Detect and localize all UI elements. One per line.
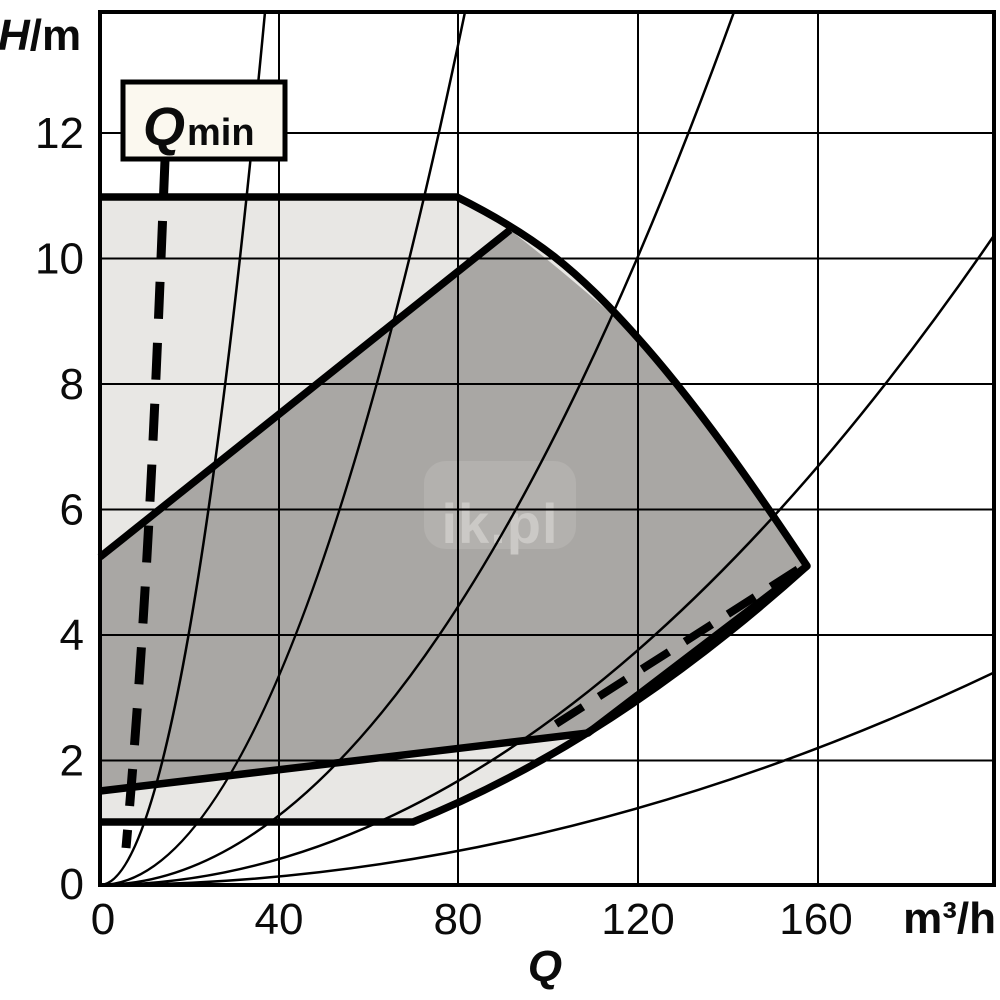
x-axis-unit: m³/h bbox=[903, 894, 996, 943]
limit-lines bbox=[121, 159, 803, 849]
qmin-box bbox=[120, 79, 288, 162]
y-tick-12: 12 bbox=[35, 109, 84, 158]
x-tick-40: 40 bbox=[255, 895, 304, 944]
y-tick-8: 8 bbox=[60, 360, 84, 409]
x-axis-title: Q bbox=[528, 942, 562, 991]
duty-region-outlines bbox=[97, 193, 811, 826]
system-curve-2 bbox=[100, 12, 467, 885]
watermark-text: ik.pl bbox=[441, 492, 558, 555]
y-tick-2: 2 bbox=[60, 737, 84, 786]
x-tick-120: 120 bbox=[601, 895, 674, 944]
watermark: ik.pl bbox=[424, 461, 576, 555]
x-axis-ticks: 0 40 80 120 160 bbox=[91, 895, 853, 944]
extended-duty-range-outline bbox=[100, 193, 811, 826]
qmin-dashed-line bbox=[121, 159, 170, 849]
y-tick-0: 0 bbox=[60, 860, 84, 909]
system-curve-1 bbox=[100, 12, 267, 885]
x-tick-160: 160 bbox=[779, 895, 852, 944]
y-tick-6: 6 bbox=[60, 486, 84, 535]
main-duty-range-upper-edge bbox=[97, 227, 513, 560]
system-curve-3 bbox=[100, 12, 736, 885]
axis-titles: H/m m³/h Q bbox=[0, 11, 996, 991]
plot-border bbox=[98, 10, 996, 887]
y-axis-title: H/m bbox=[0, 11, 81, 60]
y-axis-ticks: 12 10 8 6 4 2 0 bbox=[35, 109, 84, 909]
x-tick-80: 80 bbox=[434, 895, 483, 944]
qmin-label: Qmin bbox=[143, 97, 255, 157]
qmin-label-box: Qmin bbox=[120, 79, 288, 162]
y-tick-4: 4 bbox=[60, 611, 84, 660]
y-tick-10: 10 bbox=[35, 235, 84, 284]
system-curve-4 bbox=[100, 236, 994, 885]
system-curves bbox=[100, 12, 994, 885]
main-duty-range-lower-edge bbox=[99, 563, 810, 795]
x-tick-0: 0 bbox=[91, 895, 115, 944]
system-curve-5 bbox=[100, 671, 994, 885]
watermark-blob bbox=[424, 461, 576, 549]
